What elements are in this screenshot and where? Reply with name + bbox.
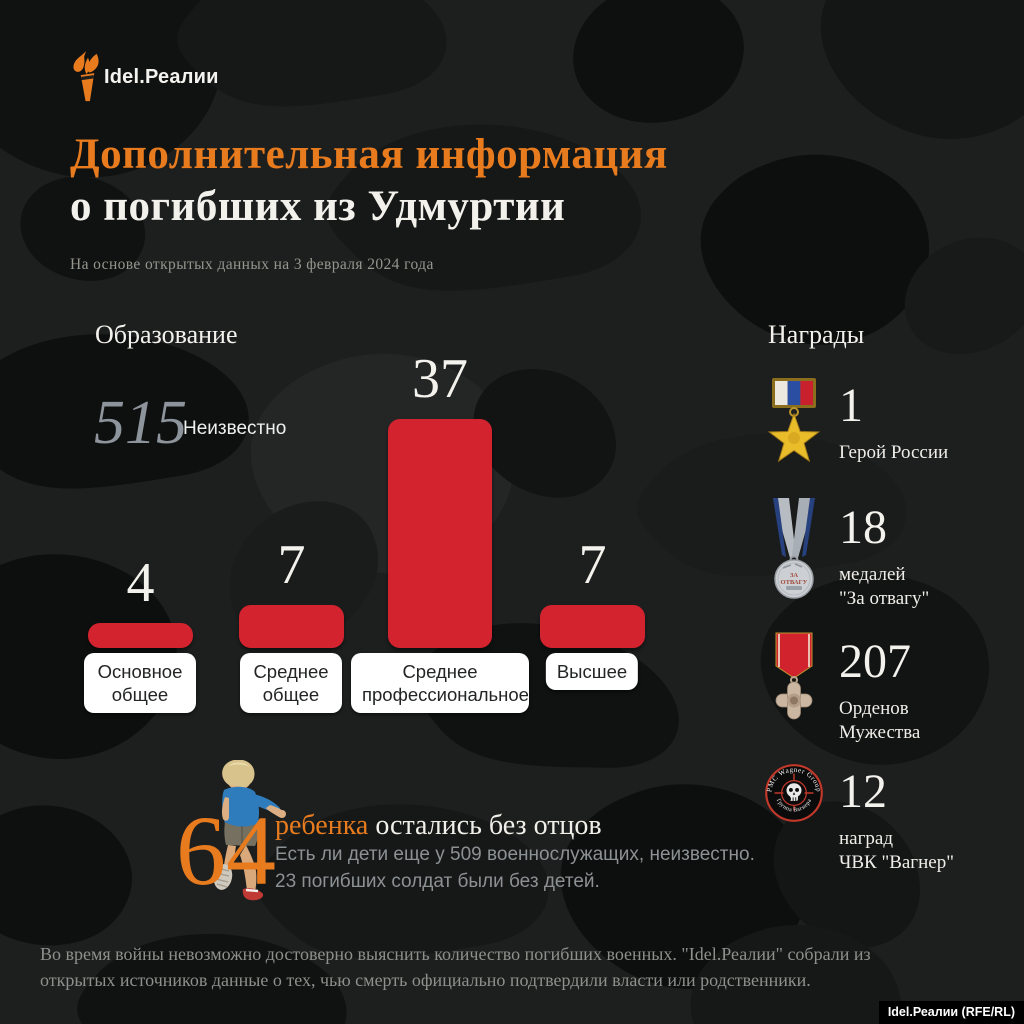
bar-value: 37 bbox=[412, 348, 468, 410]
bar-group-srednee-prof: 37 bbox=[388, 351, 492, 648]
award-text: 207 Орденов Мужества bbox=[839, 632, 920, 745]
award-count: 1 bbox=[839, 379, 863, 432]
award-row-za-otvagu: ЗА ОТВАГУ 18 медалей "За отвагу" bbox=[764, 498, 929, 611]
hero-of-russia-medal-icon bbox=[764, 376, 824, 468]
bar bbox=[239, 605, 344, 648]
za-otvagu-medal-icon: ЗА ОТВАГУ bbox=[764, 498, 824, 611]
unknown-count: 515 bbox=[94, 389, 187, 457]
bar-category-label: Основное общее bbox=[84, 653, 196, 714]
children-count: 64 bbox=[176, 795, 276, 906]
torch-logo-icon bbox=[73, 50, 99, 102]
education-section-title: Образование bbox=[95, 320, 238, 349]
bar-group-srednee-obshee: 7 bbox=[239, 537, 344, 648]
awards-section-title: Награды bbox=[768, 320, 865, 349]
award-label: Орденов Мужества bbox=[839, 698, 921, 743]
page-subtitle: На основе открытых данных на 3 февраля 2… bbox=[70, 256, 434, 273]
bar-group-vysshee: 7 bbox=[540, 537, 645, 648]
children-headline-highlight: ребенка bbox=[275, 810, 369, 841]
bar-value: 7 bbox=[578, 534, 607, 596]
award-row-wagner: PMC Wagner Group Группа Вагнера 12 награ… bbox=[764, 762, 954, 875]
logo-text: Idel.Реалии bbox=[104, 66, 219, 88]
award-row-order-of-courage: 207 Орденов Мужества bbox=[764, 632, 920, 745]
children-headline: ребенка остались без отцов bbox=[275, 810, 602, 842]
award-count: 18 bbox=[839, 501, 887, 554]
page-title-line1: Дополнительная информация bbox=[70, 131, 668, 178]
svg-text:ОТВАГУ: ОТВАГУ bbox=[781, 579, 808, 586]
page-title-line2: о погибших из Удмуртии bbox=[70, 183, 566, 230]
children-headline-rest: остались без отцов bbox=[375, 810, 602, 841]
bar bbox=[388, 419, 492, 648]
award-label: наград ЧВК "Вагнер" bbox=[839, 828, 954, 873]
unknown-label: Неизвестно bbox=[183, 418, 287, 439]
bar bbox=[88, 623, 193, 648]
award-count: 12 bbox=[839, 765, 887, 818]
award-text: 18 медалей "За отвагу" bbox=[839, 498, 929, 611]
running-child-photo bbox=[213, 760, 286, 901]
bar-value: 4 bbox=[126, 552, 155, 614]
wagner-patch-icon: PMC Wagner Group Группа Вагнера bbox=[764, 762, 824, 875]
order-of-courage-medal-icon bbox=[764, 632, 824, 745]
disclaimer-text: Во время войны невозможно достоверно выя… bbox=[40, 944, 871, 991]
award-count: 207 bbox=[839, 635, 911, 688]
svg-text:ЗА: ЗА bbox=[790, 572, 798, 579]
bar-category-label: Среднее общее bbox=[240, 653, 342, 714]
award-row-hero-of-russia: 1 Герой России bbox=[764, 376, 948, 468]
award-label: Герой России bbox=[839, 442, 949, 463]
children-note-line1: Есть ли дети еще у 509 военнослужащих, н… bbox=[275, 844, 755, 865]
bar-category-label: Высшее bbox=[545, 653, 639, 691]
award-text: 1 Герой России bbox=[839, 376, 948, 468]
bar-group-osnovnoe: 4 bbox=[88, 555, 193, 648]
bar bbox=[540, 605, 645, 648]
award-label: медалей "За отвагу" bbox=[839, 564, 930, 609]
bar-value: 7 bbox=[277, 534, 306, 596]
watermark: Idel.Реалии (RFE/RL) bbox=[878, 1001, 1024, 1024]
award-text: 12 наград ЧВК "Вагнер" bbox=[839, 762, 954, 875]
children-notes: Есть ли дети еще у 509 военнослужащих, н… bbox=[275, 842, 755, 895]
bar-category-label: Среднее профессиональное bbox=[351, 653, 529, 714]
children-note-line2: 23 погибших солдат были без детей. bbox=[275, 870, 600, 892]
